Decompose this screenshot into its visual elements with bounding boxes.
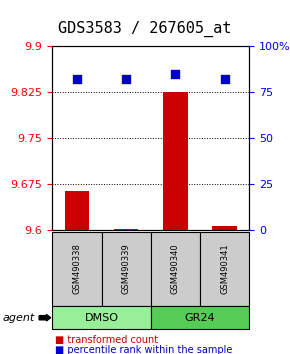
Bar (163, 92, 188, 230)
Point (124, 76, 128, 82)
Point (222, 76, 227, 82)
Bar (114, 229, 139, 230)
Bar (213, 227, 237, 230)
Text: DMSO: DMSO (84, 313, 119, 323)
Text: ■ transformed count: ■ transformed count (55, 335, 158, 345)
Text: GSM490340: GSM490340 (171, 244, 180, 295)
Bar (64, 192, 89, 230)
Text: GSM490341: GSM490341 (220, 244, 229, 295)
Point (173, 71, 178, 76)
Text: GDS3583 / 267605_at: GDS3583 / 267605_at (58, 21, 232, 37)
Text: ■ percentile rank within the sample: ■ percentile rank within the sample (55, 345, 233, 354)
Point (75, 76, 79, 82)
Text: GR24: GR24 (185, 313, 215, 323)
Text: agent: agent (3, 313, 35, 323)
Text: GSM490338: GSM490338 (72, 244, 81, 295)
Text: GSM490339: GSM490339 (122, 244, 131, 295)
